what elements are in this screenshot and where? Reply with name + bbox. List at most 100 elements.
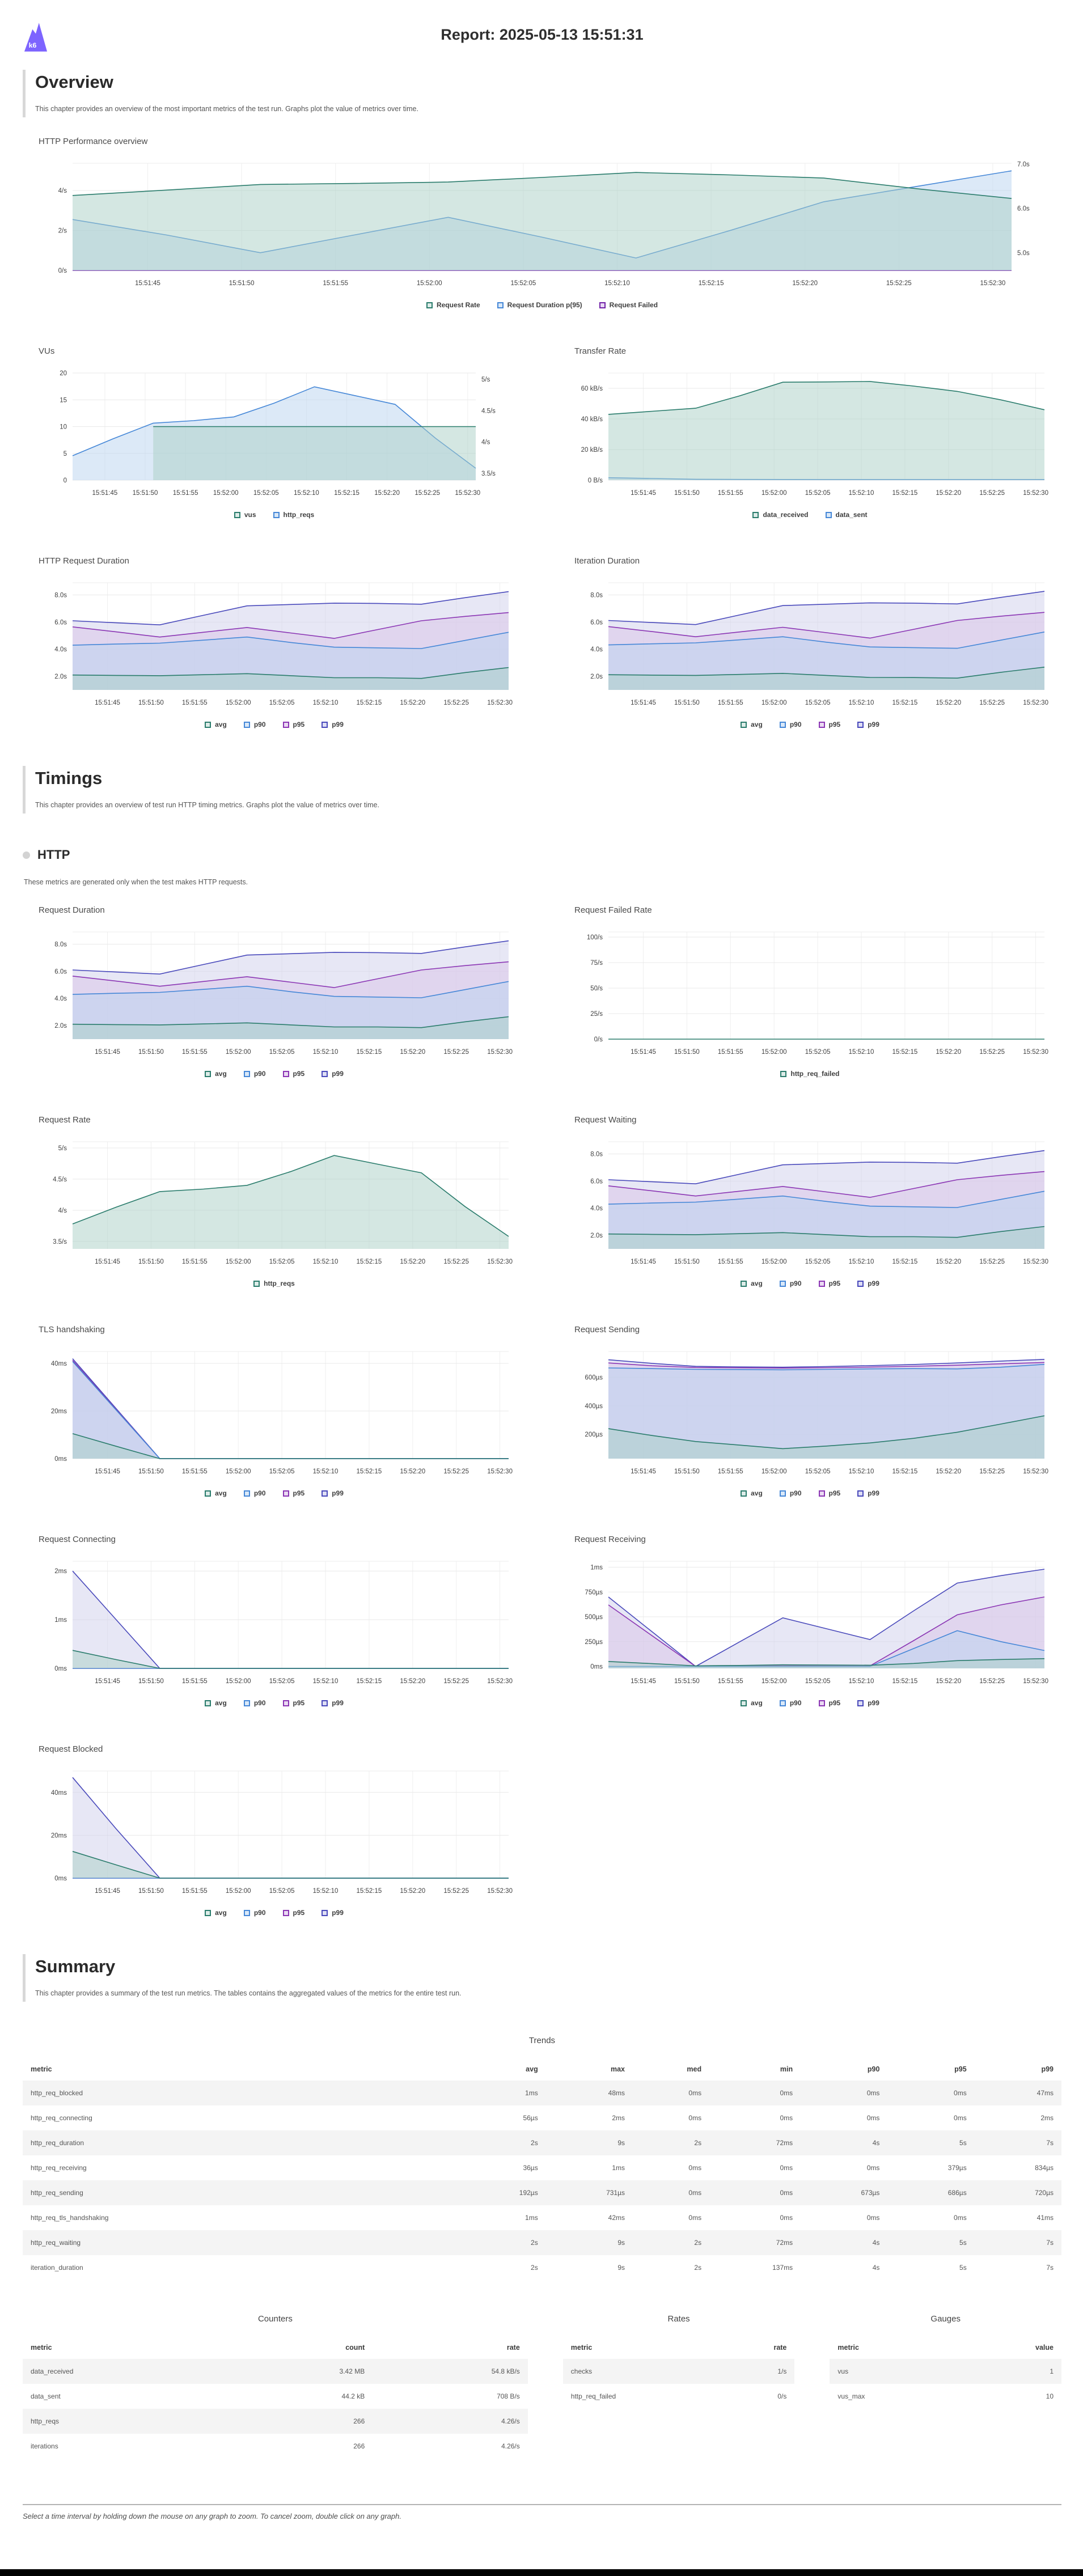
chart-plot-area[interactable]: 15:51:45 15:51:50 15:51:55 15:52:00 15:52:05…	[23, 1135, 526, 1268]
legend-item-p90[interactable]: p90	[779, 1699, 802, 1707]
table-cell: data_received	[31, 2367, 74, 2375]
chart-plot-area[interactable]: 15:51:45 15:51:50 15:51:55 15:52:00 15:52:05…	[23, 925, 526, 1058]
legend-item-Request Rate[interactable]: Request Rate	[426, 301, 480, 309]
legend-item-vus[interactable]: vus	[234, 511, 256, 519]
legend-item-avg[interactable]: avg	[205, 1070, 227, 1078]
chart-request-receiving[interactable]: Request Receiving 15:51:45 15:51:50 15:51:…	[559, 1535, 1061, 1707]
chart-plot-area[interactable]: 15:51:45 15:51:50 15:51:55 15:52:00 15:52:05…	[559, 1345, 1061, 1478]
chart-request-waiting[interactable]: Request Waiting 15:51:45 15:51:50 15:51:55…	[559, 1115, 1061, 1287]
svg-text:15:52:20: 15:52:20	[374, 490, 400, 497]
legend-label: p99	[332, 1489, 344, 1497]
legend-item-avg[interactable]: avg	[741, 1699, 763, 1707]
legend-item-p90[interactable]: p90	[243, 1070, 266, 1078]
svg-text:15:52:20: 15:52:20	[400, 700, 425, 706]
legend-item-p95[interactable]: p95	[818, 1489, 840, 1497]
chart-plot-area[interactable]: 15:51:45 15:51:50 15:51:55 15:52:00 15:52:05…	[23, 366, 526, 499]
chart-plot-area[interactable]: 15:51:45 15:51:50 15:51:55 15:52:00 15:52:05…	[23, 1554, 526, 1688]
legend-item-avg[interactable]: avg	[205, 1909, 227, 1917]
chart-plot-area[interactable]: 15:51:45 15:51:50 15:51:55 15:52:00 15:52:05…	[559, 576, 1061, 709]
legend-item-avg[interactable]: avg	[205, 721, 227, 728]
svg-text:15:52:20: 15:52:20	[936, 700, 961, 706]
chart-http-performance-overview[interactable]: HTTP Performance overview 15:51:45 15:51:…	[23, 137, 1061, 309]
legend-item-data_received[interactable]: data_received	[752, 511, 809, 519]
chart-transfer-rate[interactable]: Transfer Rate 15:51:45 15:51:50 15:51:55 15…	[559, 346, 1061, 519]
legend-item-avg[interactable]: avg	[741, 1489, 763, 1497]
legend-item-p95[interactable]: p95	[818, 721, 840, 728]
chart-plot-area[interactable]: 15:51:45 15:51:50 15:51:55 15:52:00 15:52:05…	[559, 1554, 1061, 1688]
legend-label: Request Duration p(95)	[507, 301, 582, 309]
legend-item-p90[interactable]: p90	[779, 721, 802, 728]
chart-tls-handshaking[interactable]: TLS handshaking 15:51:45 15:51:50 15:51:55…	[23, 1325, 526, 1497]
chart-vus[interactable]: VUs 15:51:45 15:51:50 15:51:55 15:52:00 15:5…	[23, 346, 526, 519]
chart-plot-area[interactable]: 15:51:45 15:51:50 15:51:55 15:52:00 15:52:05…	[23, 1345, 526, 1478]
svg-text:15:52:05: 15:52:05	[805, 1049, 831, 1056]
legend-item-p90[interactable]: p90	[243, 1909, 266, 1917]
legend-item-p95[interactable]: p95	[818, 1699, 840, 1707]
svg-text:15:52:00: 15:52:00	[417, 280, 442, 287]
chart-request-rate[interactable]: Request Rate 15:51:45 15:51:50 15:51:55 15:…	[23, 1115, 526, 1287]
chart-request-sending[interactable]: Request Sending 15:51:45 15:51:50 15:51:55…	[559, 1325, 1061, 1497]
legend-item-p95[interactable]: p95	[282, 1070, 304, 1078]
legend-label: data_sent	[835, 511, 868, 519]
chart-request-failed-rate[interactable]: Request Failed Rate 15:51:45 15:51:50 15:5…	[559, 905, 1061, 1078]
legend-item-p99[interactable]: p99	[321, 1070, 344, 1078]
legend-item-p95[interactable]: p95	[282, 1699, 304, 1707]
chart-title: HTTP Performance overview	[39, 137, 148, 146]
legend-item-p99[interactable]: p99	[857, 1699, 879, 1707]
legend-item-Request Failed[interactable]: Request Failed	[599, 301, 658, 309]
chart-plot-area[interactable]: 15:51:45 15:51:50 15:51:55 15:52:00 15:52:05…	[23, 156, 1061, 290]
legend-item-p90[interactable]: p90	[243, 721, 266, 728]
legend-item-http_reqs[interactable]: http_reqs	[273, 511, 314, 519]
legend-item-p90[interactable]: p90	[779, 1279, 802, 1287]
svg-text:15:51:45: 15:51:45	[631, 700, 656, 706]
column-header-min: min	[780, 2065, 793, 2073]
chart-request-blocked[interactable]: Request Blocked 15:51:45 15:51:50 15:51:55…	[23, 1744, 526, 1917]
chart-request-connecting[interactable]: Request Connecting 15:51:45 15:51:50 15:51…	[23, 1535, 526, 1707]
chart-http-request-duration[interactable]: HTTP Request Duration 15:51:45 15:51:50 15…	[23, 556, 526, 728]
legend-item-p99[interactable]: p99	[857, 1489, 879, 1497]
legend-item-avg[interactable]: avg	[205, 1489, 227, 1497]
legend-item-p99[interactable]: p99	[321, 1699, 344, 1707]
svg-text:2.0s: 2.0s	[54, 1023, 67, 1029]
chart-plot-area[interactable]: 15:51:45 15:51:50 15:51:55 15:52:00 15:52:05…	[559, 366, 1061, 499]
svg-text:15:52:25: 15:52:25	[443, 1888, 469, 1895]
chart-plot-area[interactable]: 15:51:45 15:51:50 15:51:55 15:52:00 15:52:05…	[23, 576, 526, 709]
legend-item-p99[interactable]: p99	[857, 1279, 879, 1287]
legend-item-p95[interactable]: p95	[818, 1279, 840, 1287]
legend-item-avg[interactable]: avg	[741, 1279, 763, 1287]
legend-item-p99[interactable]: p99	[857, 721, 879, 728]
svg-text:15:52:25: 15:52:25	[979, 1049, 1005, 1056]
legend-item-p90[interactable]: p90	[243, 1699, 266, 1707]
chart-plot-area[interactable]: 15:51:45 15:51:50 15:51:55 15:52:00 15:52:05…	[559, 1135, 1061, 1268]
legend-item-p95[interactable]: p95	[282, 1909, 304, 1917]
legend-item-avg[interactable]: avg	[205, 1699, 227, 1707]
legend-item-p90[interactable]: p90	[243, 1489, 266, 1497]
table-cell: 0ms	[780, 2214, 793, 2222]
legend-item-p95[interactable]: p95	[282, 1489, 304, 1497]
svg-text:8.0s: 8.0s	[54, 592, 67, 599]
svg-text:4.0s: 4.0s	[590, 1205, 603, 1212]
legend-item-p99[interactable]: p99	[321, 721, 344, 728]
legend-item-data_sent[interactable]: data_sent	[825, 511, 868, 519]
legend-item-avg[interactable]: avg	[741, 721, 763, 728]
legend-item-p90[interactable]: p90	[779, 1489, 802, 1497]
chart-iteration-duration[interactable]: Iteration Duration 15:51:45 15:51:50 15:51…	[559, 556, 1061, 728]
column-header-count: count	[345, 2344, 365, 2352]
chart-plot-area[interactable]: 15:51:45 15:51:50 15:51:55 15:52:00 15:52:05…	[23, 1764, 526, 1897]
svg-text:15:52:00: 15:52:00	[226, 1678, 251, 1685]
chart-request-duration[interactable]: Request Duration 15:51:45 15:51:50 15:51:5…	[23, 905, 526, 1078]
table-header-row: metric avg max med min p90 p95 p99	[23, 2058, 1061, 2081]
legend-item-http_reqs[interactable]: http_reqs	[253, 1279, 295, 1287]
chart-plot-area[interactable]: 15:51:45 15:51:50 15:51:55 15:52:00 15:52:05…	[559, 925, 1061, 1058]
svg-text:15:52:10: 15:52:10	[313, 1259, 339, 1265]
legend-item-p99[interactable]: p99	[321, 1489, 344, 1497]
svg-text:15:52:10: 15:52:10	[849, 1468, 874, 1475]
table-row: vus_max 10	[830, 2384, 1061, 2409]
legend-item-p99[interactable]: p99	[321, 1909, 344, 1917]
svg-text:15:51:50: 15:51:50	[133, 490, 158, 497]
legend-swatch-icon	[857, 1700, 864, 1706]
legend-item-http_req_failed[interactable]: http_req_failed	[780, 1070, 840, 1078]
legend-swatch-icon	[857, 1490, 864, 1497]
legend-item-Request Duration p(95)[interactable]: Request Duration p(95)	[497, 301, 582, 309]
legend-item-p95[interactable]: p95	[282, 721, 304, 728]
